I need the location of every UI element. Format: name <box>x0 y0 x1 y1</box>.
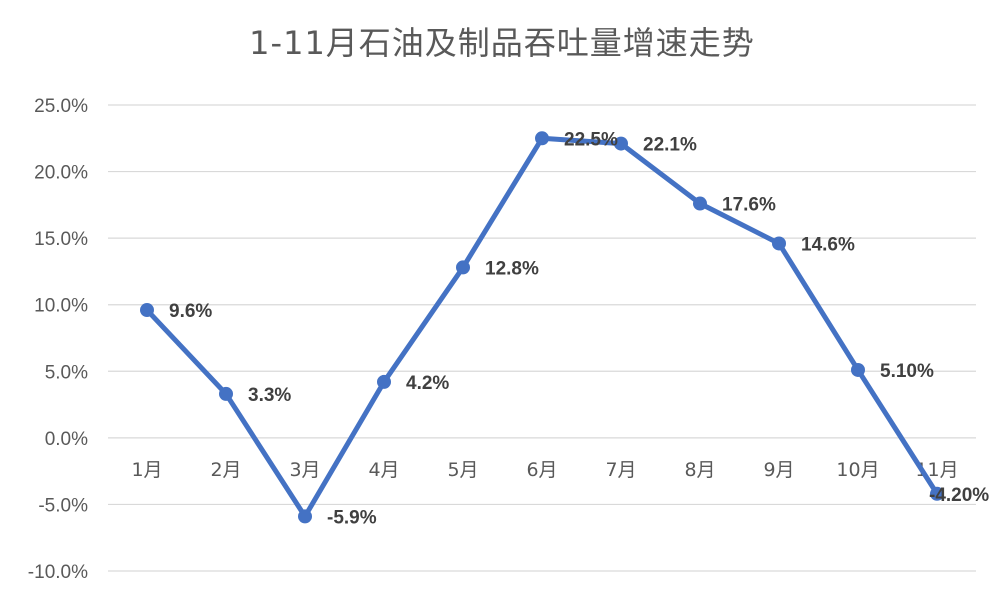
y-tick-label: 5.0% <box>45 362 88 383</box>
y-tick-label: 0.0% <box>45 429 88 450</box>
x-tick-label: 2月 <box>210 459 241 481</box>
x-tick-label: 7月 <box>605 459 636 481</box>
x-tick-label: 4月 <box>368 459 399 481</box>
x-axis-ticks: 1月 2月 3月 4月 5月 6月 7月 8月 9月 10月 11月 <box>131 459 958 481</box>
data-point <box>219 386 233 401</box>
data-point <box>693 196 707 211</box>
data-label: 12.8% <box>485 258 539 279</box>
data-label: 3.3% <box>248 385 291 406</box>
x-tick-label: 3月 <box>289 459 320 481</box>
data-point <box>377 374 391 389</box>
x-tick-label: 10月 <box>836 459 879 481</box>
data-label: 22.1% <box>643 135 697 156</box>
x-tick-label: 9月 <box>763 459 794 481</box>
data-point <box>535 131 549 146</box>
data-point <box>614 136 628 151</box>
data-label: 9.6% <box>169 301 212 322</box>
data-label: 17.6% <box>722 195 776 216</box>
data-label: 14.6% <box>801 234 855 255</box>
y-tick-label: -5.0% <box>38 495 88 516</box>
x-tick-label: 5月 <box>447 459 478 481</box>
data-label: -4.20% <box>929 485 989 506</box>
data-label: -5.9% <box>327 507 377 528</box>
y-tick-label: 10.0% <box>34 296 88 317</box>
data-label: 4.2% <box>406 373 449 394</box>
grid-lines <box>108 104 976 572</box>
data-point <box>298 509 312 524</box>
data-labels: 9.6% 3.3% -5.9% 4.2% 12.8% 22.5% 22.1% 17.6% 14.… <box>169 129 989 528</box>
y-tick-label: 15.0% <box>34 229 88 250</box>
x-tick-label: 6月 <box>526 459 557 481</box>
data-point <box>140 303 154 318</box>
data-label: 5.10% <box>880 361 934 382</box>
chart-title: 1-11月石油及制品吞吐量增速走势 <box>249 24 755 62</box>
y-tick-label: -10.0% <box>28 562 88 583</box>
x-tick-label: 1月 <box>131 459 162 481</box>
y-tick-label: 25.0% <box>34 96 88 117</box>
y-tick-label: 20.0% <box>34 163 88 184</box>
data-point <box>772 236 786 251</box>
data-label: 22.5% <box>564 129 618 150</box>
data-point <box>930 486 944 501</box>
data-point <box>456 260 470 275</box>
x-tick-label: 8月 <box>684 459 715 481</box>
data-points <box>140 131 944 524</box>
data-point <box>851 362 865 377</box>
y-axis-ticks: 25.0% 20.0% 15.0% 10.0% 5.0% 0.0% -5.0% -10.0% <box>28 96 88 583</box>
